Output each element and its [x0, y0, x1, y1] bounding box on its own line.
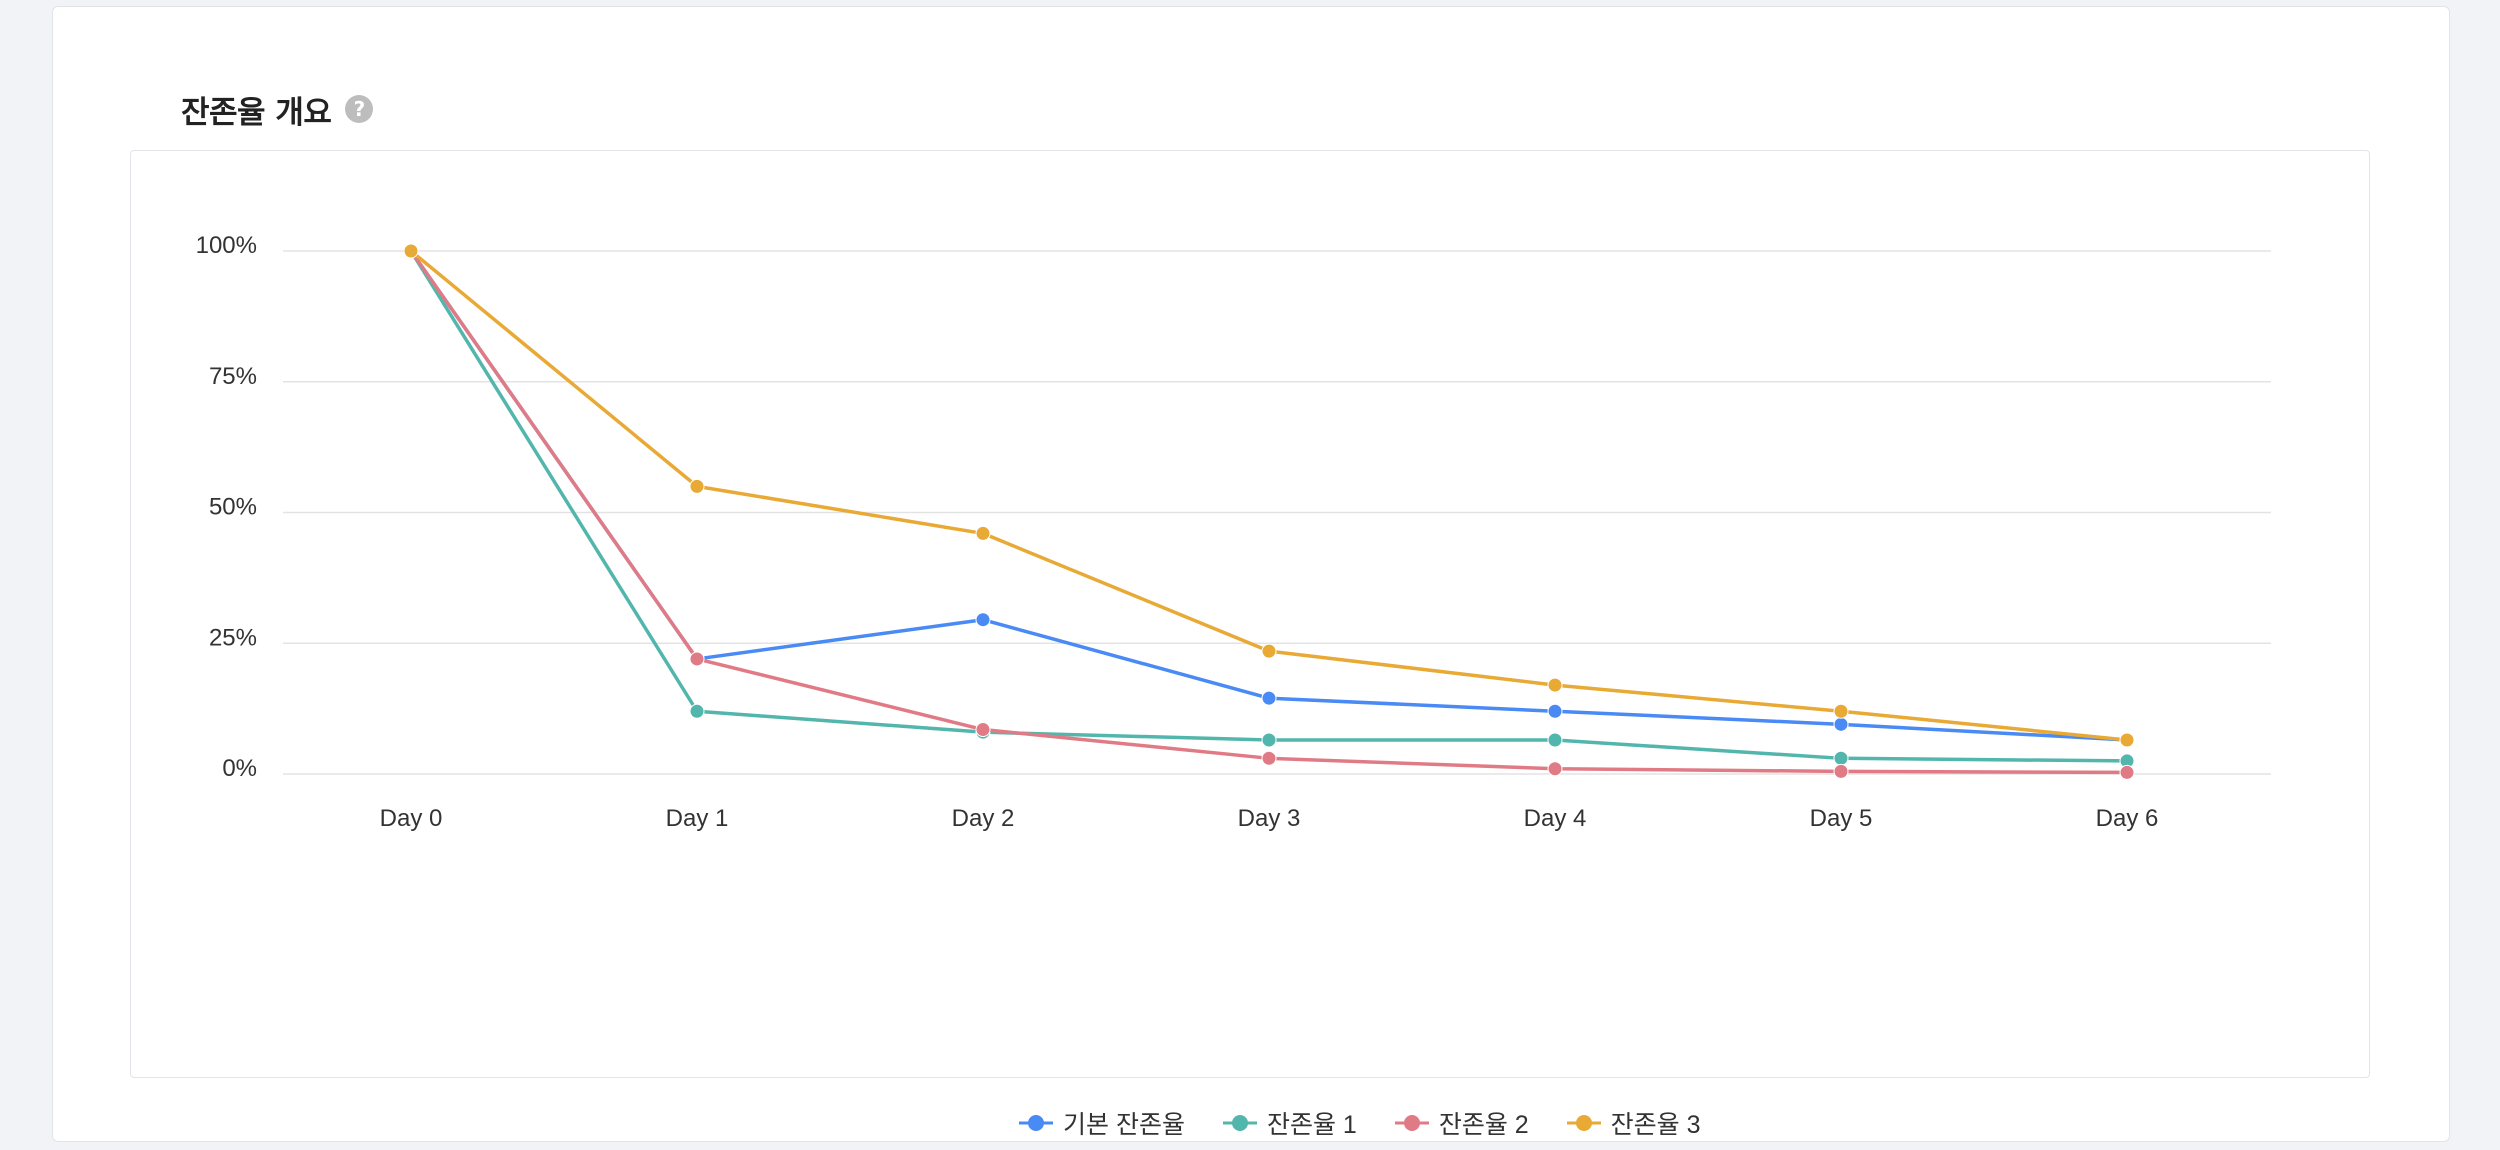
- chart-legend: 기본 잔존율 잔존율 1 잔존율 2 잔존율 3: [1019, 1103, 1701, 1143]
- legend-marker-icon: [1222, 1115, 1257, 1131]
- data-point: [689, 478, 705, 494]
- x-tick-label: Day 6: [2096, 805, 2159, 832]
- data-point: [2119, 764, 2135, 780]
- data-point: [975, 612, 991, 628]
- series-line-2: [409, 250, 2128, 763]
- data-point: [1833, 763, 1849, 779]
- data-point: [1547, 761, 1563, 777]
- legend-item-1[interactable]: 기본 잔존율: [1019, 1105, 1185, 1141]
- legend-label: 잔존율 1: [1266, 1111, 1357, 1139]
- data-point: [689, 703, 705, 719]
- data-point: [689, 651, 705, 667]
- x-tick-label: Day 1: [666, 805, 729, 832]
- data-point: [2119, 732, 2135, 748]
- legend-marker-icon: [1019, 1115, 1053, 1131]
- data-point: [1833, 716, 1849, 732]
- x-tick-label: Day 4: [1524, 805, 1587, 832]
- legend-label: 기본 잔존율: [1063, 1111, 1185, 1139]
- x-tick-label: Day 2: [952, 805, 1015, 832]
- x-tick-label: Day 5: [1810, 805, 1873, 832]
- legend-item-4[interactable]: 잔존율 3: [1566, 1105, 1701, 1141]
- legend-label: 잔존율 3: [1610, 1111, 1701, 1139]
- y-tick-label: 0%: [222, 755, 257, 782]
- data-point: [975, 525, 991, 541]
- page-title: 잔존율 개요: [181, 94, 332, 131]
- y-tick-label: 25%: [209, 624, 257, 651]
- data-point: [1547, 703, 1563, 719]
- y-tick-label: 50%: [209, 494, 257, 521]
- data-point: [1547, 732, 1563, 748]
- x-tick-label: Day 0: [380, 805, 443, 832]
- legend-marker-icon: [1394, 1115, 1429, 1131]
- legend-label: 잔존율 2: [1438, 1111, 1529, 1139]
- y-tick-label: 75%: [209, 363, 257, 390]
- retention-line-chart: 0% 25% 50% 75% 100% Day 0 Day 1 Day 2 Day 3 Day 4…: [196, 232, 2271, 832]
- data-point: [1833, 703, 1849, 719]
- data-point: [403, 243, 419, 259]
- data-point: [1833, 750, 1849, 766]
- data-point: [1547, 677, 1563, 693]
- legend-item-2[interactable]: 잔존율 1: [1222, 1105, 1357, 1141]
- card-header: 잔존율 개요 ?: [181, 87, 374, 131]
- y-tick-label: 100%: [196, 232, 257, 259]
- question-circle-icon[interactable]: ?: [345, 95, 374, 123]
- data-point: [1261, 732, 1277, 748]
- data-point: [975, 722, 991, 738]
- x-tick-label: Day 3: [1238, 805, 1301, 832]
- legend-marker-icon: [1566, 1115, 1601, 1131]
- legend-item-3[interactable]: 잔존율 2: [1394, 1105, 1529, 1141]
- data-point: [1261, 750, 1277, 766]
- data-point: [1261, 643, 1277, 659]
- data-point: [1261, 690, 1277, 706]
- chart-container: 0% 25% 50% 75% 100% Day 0 Day 1 Day 2 Day 3 Day 4…: [130, 150, 2370, 1139]
